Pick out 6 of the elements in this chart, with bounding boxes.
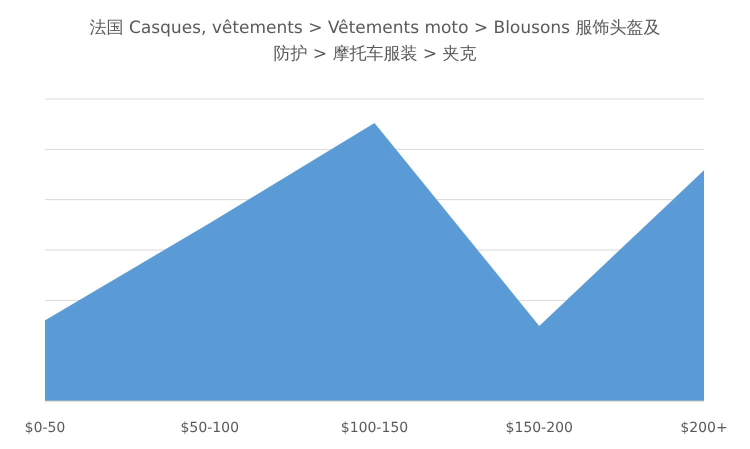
x-tick-label: $100-150 <box>340 420 408 436</box>
x-tick-label: $150-200 <box>506 420 573 436</box>
x-tick-label: $200+ <box>680 420 728 436</box>
chart-title: 法国 Casques, vêtements > Vêtements moto > Blousons 服饰头盔及防护 > 摩托车服装 > 夹克 <box>90 18 660 64</box>
x-tick-label: $0-50 <box>24 420 66 436</box>
x-tick-label: $50-100 <box>180 420 239 436</box>
